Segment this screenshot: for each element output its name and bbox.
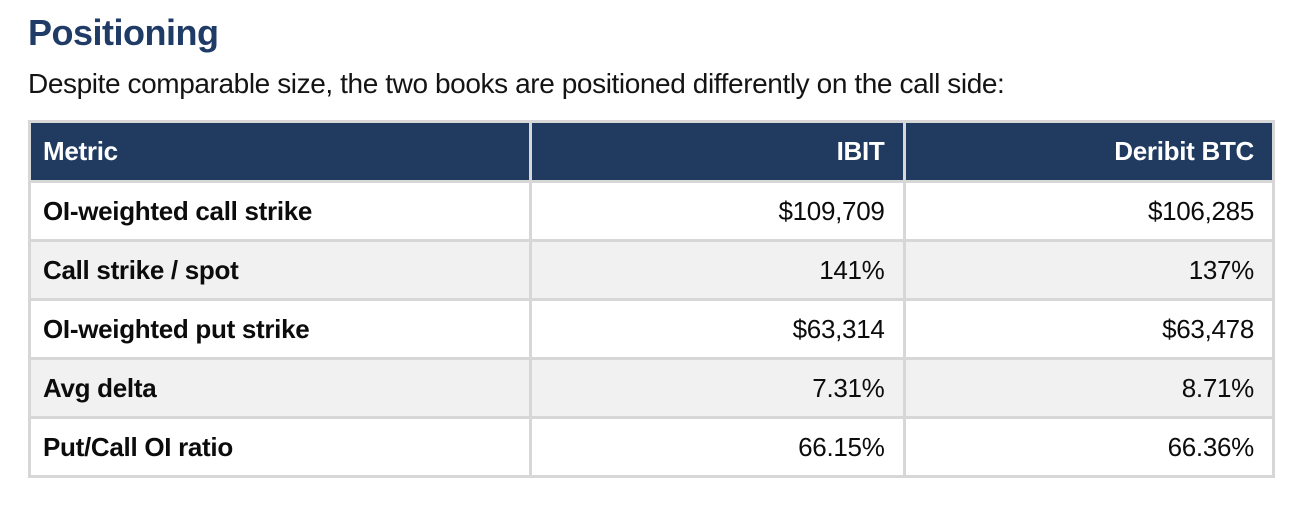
metric-cell: OI-weighted call strike	[27, 180, 533, 243]
deribit-cell: 66.36%	[902, 416, 1276, 479]
table-row: Put/Call OI ratio 66.15% 66.36%	[27, 416, 1276, 479]
table-header-row: Metric IBIT Deribit BTC	[27, 120, 1276, 184]
table-row: Call strike / spot 141% 137%	[27, 239, 1276, 302]
deribit-cell: $63,478	[902, 298, 1276, 361]
ibit-cell: 66.15%	[529, 416, 906, 479]
deribit-cell: 8.71%	[902, 357, 1276, 420]
metric-cell: Call strike / spot	[27, 239, 533, 302]
intro-text: Despite comparable size, the two books a…	[28, 68, 1005, 100]
ibit-cell: $63,314	[529, 298, 906, 361]
column-header-metric: Metric	[27, 120, 533, 184]
metric-cell: Put/Call OI ratio	[27, 416, 533, 479]
ibit-cell: $109,709	[529, 180, 906, 243]
table-row: OI-weighted call strike $109,709 $106,28…	[27, 180, 1276, 243]
positioning-table: Metric IBIT Deribit BTC OI-weighted call…	[27, 120, 1276, 479]
column-header-deribit: Deribit BTC	[902, 120, 1276, 184]
column-header-ibit: IBIT	[529, 120, 906, 184]
ibit-cell: 7.31%	[529, 357, 906, 420]
metric-cell: Avg delta	[27, 357, 533, 420]
table-row: OI-weighted put strike $63,314 $63,478	[27, 298, 1276, 361]
deribit-cell: $106,285	[902, 180, 1276, 243]
metric-cell: OI-weighted put strike	[27, 298, 533, 361]
deribit-cell: 137%	[902, 239, 1276, 302]
page-title: Positioning	[28, 12, 219, 53]
ibit-cell: 141%	[529, 239, 906, 302]
table-row: Avg delta 7.31% 8.71%	[27, 357, 1276, 420]
